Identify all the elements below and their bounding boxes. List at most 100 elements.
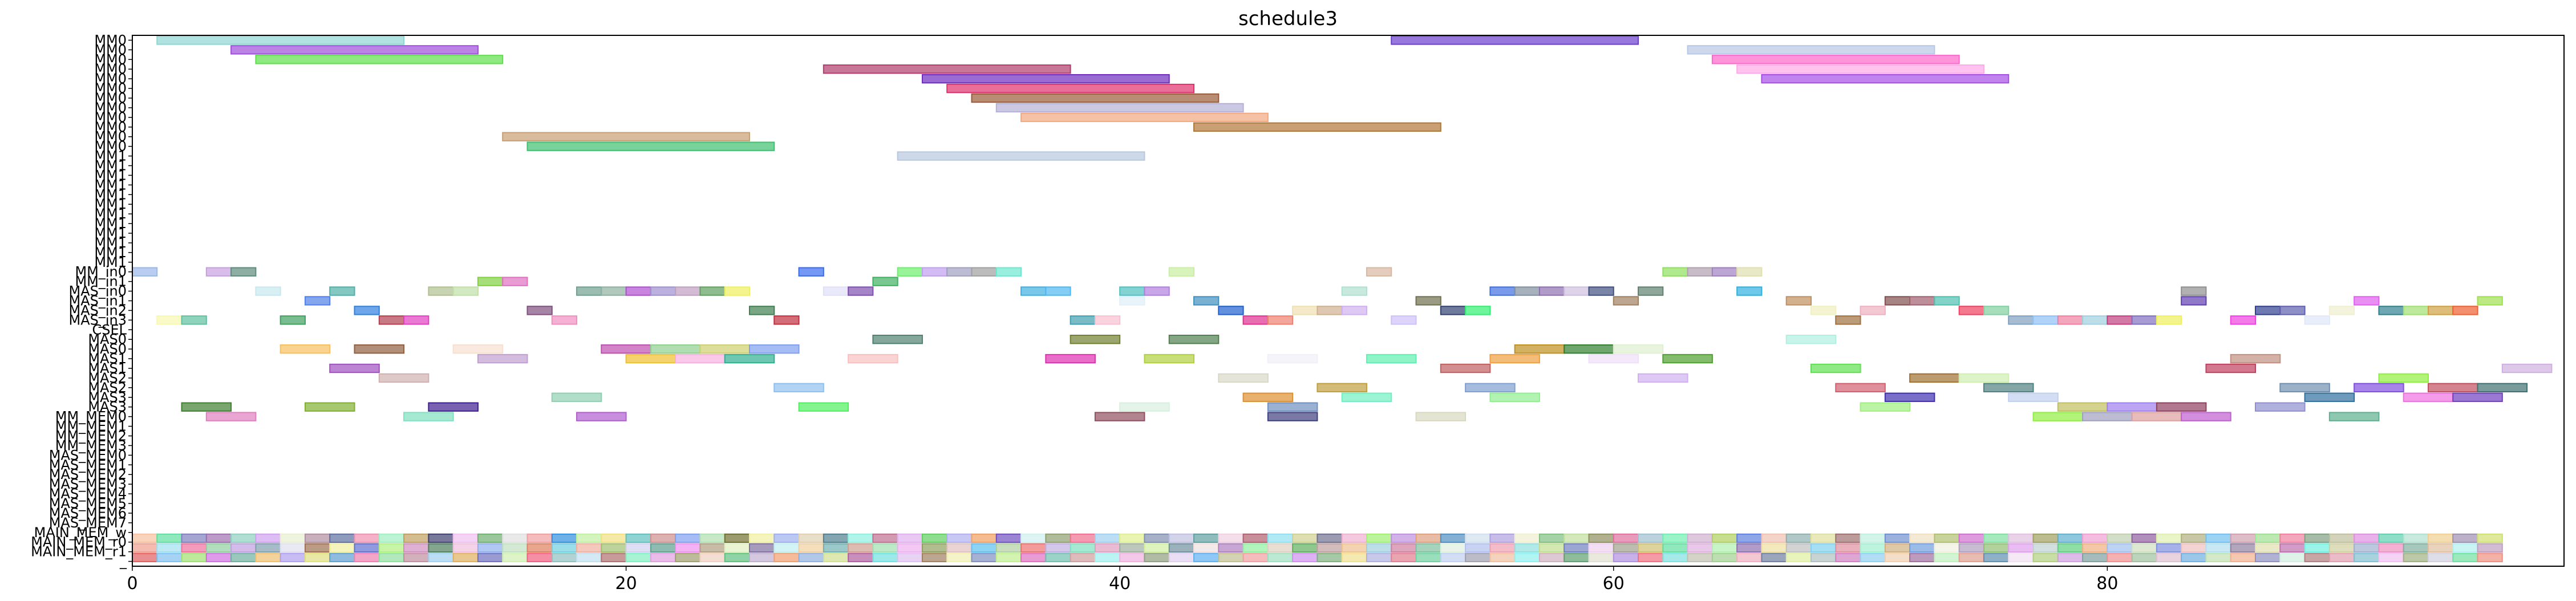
task-bar bbox=[1909, 296, 1935, 306]
task-bar bbox=[1687, 267, 1713, 277]
task-bar bbox=[1218, 533, 1244, 543]
task-bar bbox=[205, 553, 232, 562]
task-bar bbox=[1144, 553, 1170, 562]
task-bar bbox=[2279, 383, 2330, 393]
task-bar bbox=[1193, 543, 1220, 553]
task-bar bbox=[1884, 296, 1911, 306]
task-bar bbox=[205, 543, 232, 553]
task-bar bbox=[304, 553, 331, 562]
task-bar bbox=[354, 306, 380, 315]
task-bar bbox=[2304, 533, 2330, 543]
task-bar bbox=[2354, 553, 2380, 562]
task-bar bbox=[329, 553, 355, 562]
task-bar bbox=[1440, 543, 1467, 553]
task-bar bbox=[1934, 296, 1960, 306]
task-bar bbox=[1538, 533, 1565, 543]
task-bar bbox=[1983, 553, 2010, 562]
task-bar bbox=[1958, 373, 2010, 383]
task-bar bbox=[1860, 306, 1886, 315]
task-bar bbox=[1415, 412, 1467, 421]
task-bar bbox=[1168, 335, 1220, 344]
y-tick-label: _ bbox=[119, 554, 127, 570]
task-bar bbox=[724, 286, 750, 296]
task-bar bbox=[1094, 553, 1121, 562]
task-bar bbox=[2057, 543, 2084, 553]
task-bar bbox=[526, 553, 553, 562]
task-bar bbox=[2477, 543, 2503, 553]
task-bar bbox=[2279, 306, 2306, 315]
task-bar bbox=[2008, 392, 2059, 402]
y-tick-label: MM_MEM1 bbox=[55, 419, 127, 434]
task-bar bbox=[2156, 553, 2182, 562]
task-bar bbox=[773, 383, 824, 393]
task-bar bbox=[1391, 35, 1639, 45]
task-bar bbox=[2378, 553, 2404, 562]
task-bar bbox=[1415, 543, 1441, 553]
task-bar bbox=[773, 533, 800, 543]
task-bar bbox=[304, 533, 331, 543]
task-bar bbox=[872, 553, 898, 562]
task-bar bbox=[1317, 553, 1343, 562]
task-bar bbox=[601, 286, 627, 296]
task-bar bbox=[551, 543, 578, 553]
task-bar bbox=[1440, 363, 1491, 373]
task-bar bbox=[1440, 533, 1467, 543]
task-bar bbox=[1119, 553, 1145, 562]
task-bar bbox=[1736, 553, 1763, 562]
task-bar bbox=[354, 533, 380, 543]
task-bar bbox=[1736, 533, 1763, 543]
task-bar bbox=[1662, 354, 1713, 364]
task-bar bbox=[1193, 122, 1441, 132]
task-bars bbox=[132, 35, 2553, 562]
task-bar bbox=[1119, 296, 1145, 306]
task-bar bbox=[1638, 286, 1664, 296]
task-bar bbox=[2107, 543, 2133, 553]
task-bar bbox=[699, 344, 750, 354]
task-bar bbox=[1514, 543, 1540, 553]
task-bar bbox=[329, 543, 355, 553]
task-bar bbox=[2501, 363, 2553, 373]
task-bar bbox=[2181, 412, 2231, 421]
task-bar bbox=[354, 553, 380, 562]
task-bar bbox=[2279, 553, 2306, 562]
task-bar bbox=[230, 543, 257, 553]
task-bar bbox=[1267, 354, 1318, 364]
task-bar bbox=[2279, 533, 2306, 543]
task-bar bbox=[2032, 412, 2084, 421]
task-bar bbox=[132, 267, 158, 277]
task-bar bbox=[2156, 543, 2182, 553]
task-bar bbox=[526, 533, 553, 543]
task-bar bbox=[2328, 306, 2355, 315]
x-axis: 0 20 40 60 80 bbox=[127, 566, 2118, 594]
task-bar bbox=[848, 354, 898, 364]
task-bar bbox=[1687, 543, 1713, 553]
task-bar bbox=[1638, 533, 1664, 543]
task-bar bbox=[403, 533, 430, 543]
task-bar bbox=[1341, 553, 1367, 562]
task-bar bbox=[848, 286, 874, 296]
task-bar bbox=[255, 286, 281, 296]
task-bar bbox=[1366, 553, 1392, 562]
task-bar bbox=[477, 533, 504, 543]
task-bar bbox=[2328, 543, 2355, 553]
y-tick-label: MAS3 bbox=[88, 399, 127, 415]
task-bar bbox=[1785, 543, 1812, 553]
task-bar bbox=[601, 543, 627, 553]
task-bar bbox=[1613, 543, 1639, 553]
y-tick-label: MAS1 bbox=[88, 351, 127, 367]
task-bar bbox=[2156, 533, 2182, 543]
task-bar bbox=[1440, 306, 1467, 315]
task-bar bbox=[773, 543, 800, 553]
task-bar bbox=[1465, 383, 1516, 393]
task-bar bbox=[724, 533, 750, 543]
task-bar bbox=[255, 55, 504, 64]
task-bar bbox=[205, 533, 232, 543]
task-bar bbox=[502, 277, 528, 286]
task-bar bbox=[2107, 315, 2133, 325]
y-tick-label: MAIN_MEM_r1 bbox=[31, 544, 127, 560]
y-tick-label: MAIN_MEM_w bbox=[34, 525, 127, 541]
task-bar bbox=[1193, 553, 1220, 562]
task-bar bbox=[2452, 392, 2503, 402]
task-bar bbox=[1514, 533, 1540, 543]
task-bar bbox=[1489, 392, 1540, 402]
